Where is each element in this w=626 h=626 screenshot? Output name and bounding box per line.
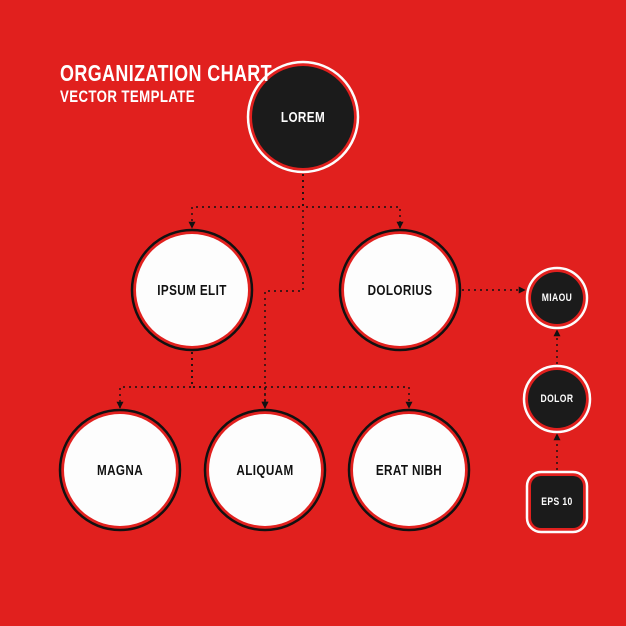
node-dolor: DOLOR — [524, 366, 590, 432]
node-miaou: MIAOU — [527, 268, 587, 328]
node-label-magna: MAGNA — [97, 462, 143, 479]
chart-title-line1: ORGANIZATION CHART — [60, 62, 272, 85]
node-label-dolor: DOLOR — [541, 393, 574, 405]
chart-title-line2: VECTOR TEMPLATE — [60, 88, 272, 105]
node-aliquam: ALIQUAM — [205, 410, 325, 530]
node-ipsum: IPSUM ELIT — [132, 230, 252, 350]
org-chart-stage: LOREM IPSUM ELIT DOLORIUS MAGNA ALIQUAM ERAT … — [0, 0, 626, 626]
node-erat: ERAT NIBH — [349, 410, 469, 530]
node-magna: MAGNA — [60, 410, 180, 530]
node-label-ipsum: IPSUM ELIT — [157, 282, 227, 299]
connector-ipsum-aliquam — [192, 352, 265, 408]
connector-lorem-dolorius — [303, 174, 400, 228]
node-dolorius: DOLORIUS — [340, 230, 460, 350]
connector-lorem-aliquam — [265, 174, 303, 408]
connector-lorem-ipsum — [192, 174, 303, 228]
node-label-miaou: MIAOU — [542, 292, 573, 304]
node-label-lorem: LOREM — [281, 109, 325, 126]
nodes-layer: LOREM IPSUM ELIT DOLORIUS MAGNA ALIQUAM ERAT … — [60, 62, 590, 532]
node-label-dolorius: DOLORIUS — [368, 282, 433, 299]
connector-ipsum-erat — [192, 352, 409, 408]
node-label-aliquam: ALIQUAM — [236, 462, 293, 479]
node-eps10: EPS 10 — [527, 472, 587, 532]
node-label-eps10: EPS 10 — [541, 496, 572, 508]
connector-ipsum-magna — [120, 352, 192, 408]
node-label-erat: ERAT NIBH — [376, 462, 442, 479]
chart-title: ORGANIZATION CHART VECTOR TEMPLATE — [60, 62, 272, 105]
